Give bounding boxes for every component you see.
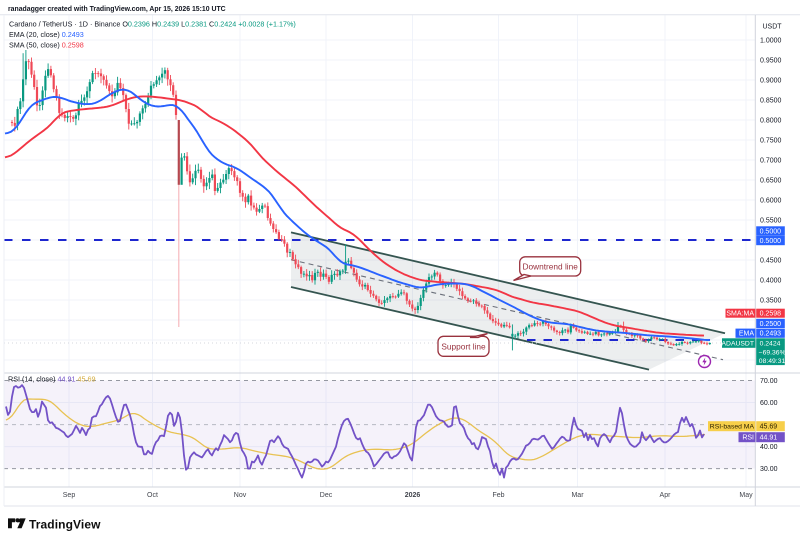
svg-text:RSI (14, close) 44.91 45.69: RSI (14, close) 44.91 45.69	[8, 374, 96, 383]
svg-text:0.2493: 0.2493	[760, 331, 782, 338]
svg-text:RSI-based MA: RSI-based MA	[710, 424, 755, 431]
svg-text:0.4500: 0.4500	[760, 258, 782, 265]
svg-text:1.0000: 1.0000	[760, 38, 782, 45]
svg-text:−69.36%: −69.36%	[759, 349, 786, 356]
svg-text:2026: 2026	[405, 492, 421, 499]
svg-text:0.8000: 0.8000	[760, 118, 782, 125]
svg-text:Downtrend line: Downtrend line	[523, 261, 579, 271]
svg-text:0.7500: 0.7500	[760, 138, 782, 145]
svg-text:Mar: Mar	[571, 492, 584, 499]
svg-text:TradingView: TradingView	[29, 518, 101, 532]
svg-text:0.9000: 0.9000	[760, 78, 782, 85]
svg-text:May: May	[739, 492, 753, 499]
svg-text:0.8500: 0.8500	[760, 98, 782, 105]
svg-text:ranadagger created with Tradin: ranadagger created with TradingView.com,…	[8, 6, 226, 13]
svg-text:Nov: Nov	[234, 492, 247, 499]
svg-text:0.3500: 0.3500	[760, 298, 782, 305]
svg-text:0.9500: 0.9500	[760, 58, 782, 65]
svg-text:0.6000: 0.6000	[760, 198, 782, 205]
svg-text:0.2500: 0.2500	[760, 321, 782, 328]
svg-text:0.4000: 0.4000	[760, 278, 782, 285]
svg-text:Sep: Sep	[63, 492, 76, 499]
svg-text:0.2424: 0.2424	[760, 340, 781, 347]
svg-text:USDT: USDT	[763, 24, 783, 31]
svg-text:SMA:MA: SMA:MA	[726, 311, 754, 318]
svg-text:44.91: 44.91	[760, 435, 778, 442]
svg-text:30.00: 30.00	[760, 466, 778, 473]
svg-text:70.00: 70.00	[760, 378, 778, 385]
svg-text:0.5000: 0.5000	[760, 229, 782, 236]
svg-text:0.5500: 0.5500	[760, 218, 782, 225]
svg-text:SMA (50, close) 0.2598: SMA (50, close) 0.2598	[9, 41, 84, 50]
svg-text:0.7000: 0.7000	[760, 158, 782, 165]
svg-text:Apr: Apr	[660, 492, 672, 499]
svg-text:Dec: Dec	[320, 492, 333, 499]
svg-text:0.6500: 0.6500	[760, 178, 782, 185]
svg-text:EMA: EMA	[739, 331, 755, 338]
svg-text:60.00: 60.00	[760, 400, 778, 407]
svg-text:40.00: 40.00	[760, 444, 778, 451]
svg-text:Oct: Oct	[147, 492, 158, 499]
svg-text:Cardano / TetherUS · 1D · Bina: Cardano / TetherUS · 1D · Binance O0.239…	[9, 20, 296, 29]
svg-text:RSI: RSI	[742, 435, 754, 442]
svg-text:Feb: Feb	[492, 492, 504, 499]
svg-text:0.5000: 0.5000	[760, 238, 782, 245]
svg-text:Support line: Support line	[441, 341, 486, 351]
svg-text:ADAUSDT: ADAUSDT	[722, 341, 754, 348]
svg-text:0.2598: 0.2598	[760, 311, 782, 318]
svg-text:EMA (20, close) 0.2493: EMA (20, close) 0.2493	[9, 30, 84, 39]
svg-text:08:49:31: 08:49:31	[759, 358, 786, 365]
svg-text:45.69: 45.69	[760, 424, 778, 431]
